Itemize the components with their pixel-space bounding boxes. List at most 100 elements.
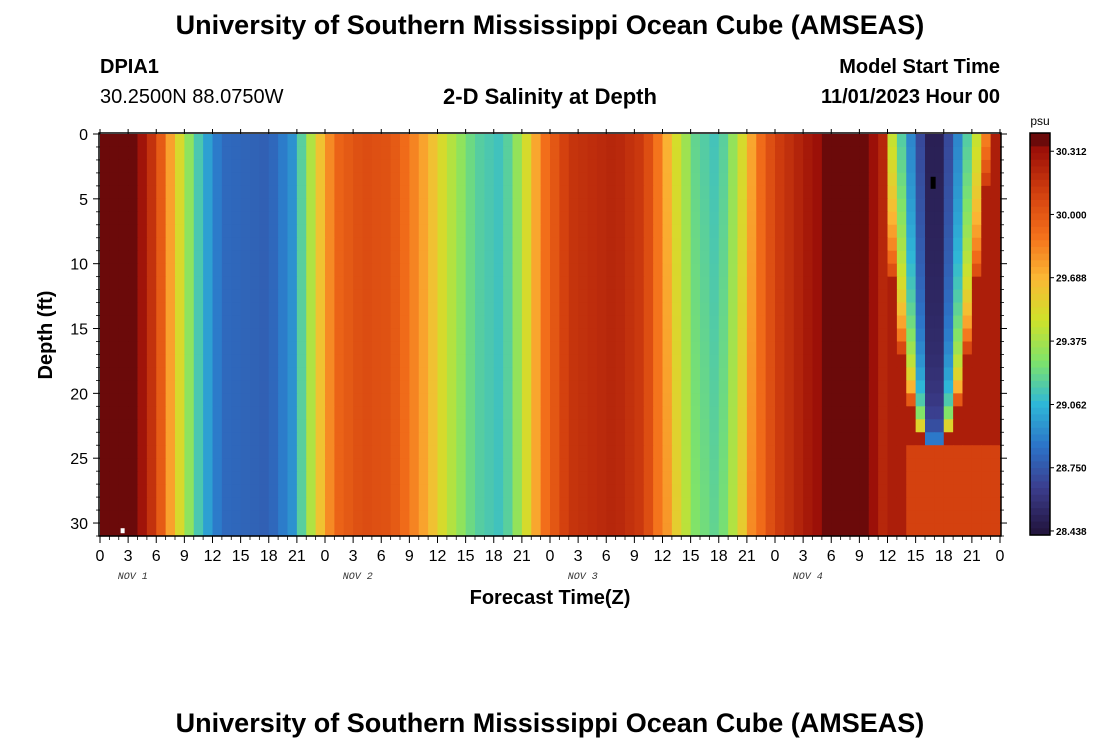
heatmap-cell bbox=[221, 198, 232, 213]
heatmap-cell bbox=[887, 354, 898, 369]
heatmap-cell bbox=[465, 276, 476, 291]
heatmap-cell bbox=[137, 380, 148, 394]
heatmap-cell bbox=[512, 159, 523, 174]
heatmap-cell bbox=[128, 134, 139, 148]
heatmap-cell bbox=[934, 328, 945, 343]
heatmap-cell bbox=[184, 289, 195, 304]
heatmap-cell bbox=[812, 341, 823, 356]
heatmap-cell bbox=[250, 354, 260, 369]
heatmap-cell bbox=[268, 263, 279, 278]
heatmap-cell bbox=[493, 302, 504, 317]
heatmap-cell bbox=[540, 237, 551, 252]
heatmap-cell bbox=[353, 146, 364, 161]
heatmap-cell bbox=[765, 471, 776, 485]
heatmap-cell bbox=[775, 445, 785, 459]
heatmap-cell bbox=[793, 445, 804, 459]
heatmap-cell bbox=[146, 172, 157, 187]
heatmap-cell bbox=[821, 134, 832, 148]
heatmap-cell bbox=[325, 159, 335, 174]
heatmap-cell bbox=[653, 367, 664, 381]
heatmap-cell bbox=[559, 224, 570, 239]
heatmap-cell bbox=[803, 211, 814, 226]
heatmap-cell bbox=[896, 458, 907, 472]
heatmap-cell bbox=[887, 146, 898, 161]
heatmap-cell bbox=[653, 497, 664, 511]
heatmap-cell bbox=[268, 393, 279, 407]
heatmap-cell bbox=[531, 367, 542, 381]
heatmap-cell bbox=[878, 315, 889, 330]
heatmap-cell bbox=[709, 354, 720, 369]
heatmap-cell bbox=[128, 289, 139, 304]
heatmap-cell bbox=[268, 211, 279, 226]
colorbar-tick-label: 28.750 bbox=[1056, 464, 1087, 475]
heatmap-cell bbox=[268, 484, 279, 498]
heatmap-cell bbox=[896, 393, 907, 407]
heatmap-cell bbox=[840, 302, 851, 317]
heatmap-cell bbox=[334, 523, 345, 537]
heatmap-cell bbox=[540, 276, 551, 291]
heatmap-cell bbox=[559, 302, 570, 317]
heatmap-cell bbox=[821, 497, 832, 511]
heatmap-cell bbox=[793, 263, 804, 278]
heatmap-cell bbox=[803, 302, 814, 317]
heatmap-cell bbox=[193, 354, 204, 369]
heatmap-cell bbox=[653, 159, 664, 174]
heatmap-cell bbox=[615, 134, 626, 148]
heatmap-cell bbox=[306, 263, 317, 278]
heatmap-cell bbox=[728, 510, 739, 524]
heatmap-cell bbox=[981, 523, 992, 537]
heatmap-cell bbox=[681, 211, 692, 226]
heatmap-cell bbox=[268, 341, 279, 356]
heatmap-cell bbox=[156, 224, 167, 239]
heatmap-cell bbox=[137, 432, 148, 446]
heatmap-cell bbox=[812, 224, 823, 239]
heatmap-cell bbox=[381, 172, 392, 187]
heatmap-cell bbox=[878, 237, 889, 252]
heatmap-cell bbox=[109, 224, 120, 239]
heatmap-cell bbox=[812, 276, 823, 291]
heatmap-cell bbox=[878, 198, 889, 213]
heatmap-cell bbox=[793, 458, 804, 472]
heatmap-cell bbox=[737, 146, 748, 161]
heatmap-cell bbox=[906, 328, 917, 343]
heatmap-cell bbox=[700, 406, 710, 420]
heatmap-cell bbox=[812, 289, 823, 304]
heatmap-cell bbox=[896, 263, 907, 278]
heatmap-cell bbox=[775, 432, 785, 446]
heatmap-cell bbox=[456, 185, 467, 200]
heatmap-cell bbox=[606, 198, 617, 213]
heatmap-cell bbox=[990, 419, 1001, 433]
heatmap-cell bbox=[784, 263, 795, 278]
heatmap-cell bbox=[465, 432, 476, 446]
heatmap-cell bbox=[859, 471, 870, 485]
heatmap-cell bbox=[315, 367, 326, 381]
heatmap-cell bbox=[203, 393, 214, 407]
heatmap-cell bbox=[662, 354, 673, 369]
heatmap-cell bbox=[521, 276, 532, 291]
heatmap-cell bbox=[990, 263, 1001, 278]
heatmap-cell bbox=[625, 302, 635, 317]
heatmap-cell bbox=[709, 146, 720, 161]
heatmap-cell bbox=[728, 484, 739, 498]
heatmap-cell bbox=[559, 406, 570, 420]
heatmap-cell bbox=[971, 211, 982, 226]
heatmap-cell bbox=[146, 380, 157, 394]
heatmap-cell bbox=[925, 289, 935, 304]
heatmap-cell bbox=[868, 458, 879, 472]
heatmap-cell bbox=[625, 172, 635, 187]
heatmap-cell bbox=[109, 406, 120, 420]
heatmap-cell bbox=[296, 276, 307, 291]
heatmap-cell bbox=[512, 276, 523, 291]
heatmap-cell bbox=[175, 471, 185, 485]
heatmap-cell bbox=[531, 224, 542, 239]
heatmap-cell bbox=[896, 523, 907, 537]
heatmap-cell bbox=[353, 523, 364, 537]
heatmap-cell bbox=[943, 146, 954, 161]
heatmap-cell bbox=[718, 432, 729, 446]
heatmap-cell bbox=[634, 237, 645, 252]
heatmap-cell bbox=[625, 263, 635, 278]
heatmap-cell bbox=[231, 419, 242, 433]
heatmap-cell bbox=[821, 380, 832, 394]
heatmap-cell bbox=[137, 315, 148, 330]
x-tick-label: 21 bbox=[513, 548, 531, 565]
